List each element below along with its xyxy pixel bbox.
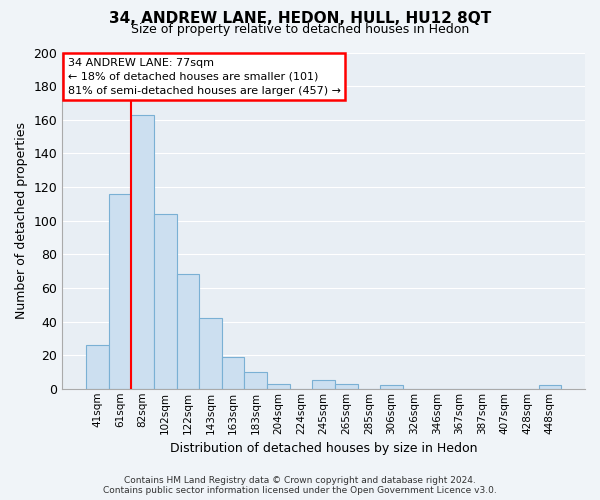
Bar xyxy=(335,384,358,389)
Bar xyxy=(176,274,199,389)
Y-axis label: Number of detached properties: Number of detached properties xyxy=(15,122,28,319)
Bar xyxy=(313,380,335,389)
X-axis label: Distribution of detached houses by size in Hedon: Distribution of detached houses by size … xyxy=(170,442,478,455)
Bar xyxy=(131,114,154,389)
Text: 34 ANDREW LANE: 77sqm
← 18% of detached houses are smaller (101)
81% of semi-det: 34 ANDREW LANE: 77sqm ← 18% of detached … xyxy=(68,58,341,96)
Text: Contains HM Land Registry data © Crown copyright and database right 2024.
Contai: Contains HM Land Registry data © Crown c… xyxy=(103,476,497,495)
Text: 34, ANDREW LANE, HEDON, HULL, HU12 8QT: 34, ANDREW LANE, HEDON, HULL, HU12 8QT xyxy=(109,11,491,26)
Bar xyxy=(222,357,244,389)
Bar xyxy=(539,386,561,389)
Text: Size of property relative to detached houses in Hedon: Size of property relative to detached ho… xyxy=(131,22,469,36)
Bar xyxy=(109,194,131,389)
Bar xyxy=(380,386,403,389)
Bar xyxy=(199,318,222,389)
Bar xyxy=(86,345,109,389)
Bar xyxy=(154,214,176,389)
Bar xyxy=(244,372,267,389)
Bar xyxy=(267,384,290,389)
